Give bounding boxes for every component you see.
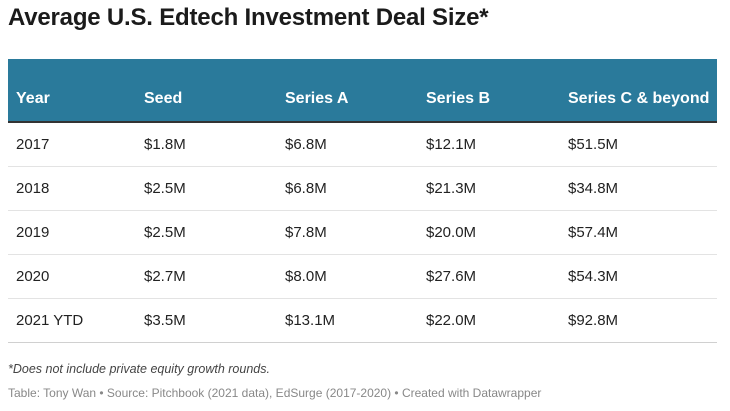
table-cell: $2.5M [144, 179, 186, 197]
table-cell: $2.7M [144, 267, 186, 285]
column-header-year: Year [16, 90, 50, 107]
table-cell: $34.8M [568, 179, 619, 197]
table-cell: 2017 [16, 135, 50, 153]
column-header-series-b: Series B [426, 90, 491, 107]
table-cell: $51.5M [568, 135, 619, 153]
table-row: 2018 $2.5M $6.8M $21.3M $34.8M [8, 166, 717, 210]
chart-title: Average U.S. Edtech Investment Deal Size… [8, 4, 489, 31]
table-cell: $6.8M [285, 179, 327, 197]
table-cell: $6.8M [285, 135, 327, 153]
table-row: 2017 $1.8M $6.8M $12.1M $51.5M [8, 122, 717, 166]
table-cell: $92.8M [568, 311, 619, 329]
table-cell: 2018 [16, 179, 50, 197]
table-cell: $54.3M [568, 267, 619, 285]
table-cell: $22.0M [426, 311, 477, 329]
table-cell: $21.3M [426, 179, 477, 197]
table-cell: 2019 [16, 223, 50, 241]
deal-size-table: Year Seed Series A Series B Series C & b… [8, 59, 717, 343]
table-cell: $57.4M [568, 223, 619, 241]
table-cell: $20.0M [426, 223, 477, 241]
table-cell: $13.1M [285, 311, 336, 329]
table-header-row: Year Seed Series A Series B Series C & b… [8, 59, 717, 122]
table-cell: $8.0M [285, 267, 327, 285]
table-cell: 2020 [16, 267, 50, 285]
column-header-series-a: Series A [285, 90, 349, 107]
column-header-seed: Seed [144, 90, 183, 107]
table-cell: $7.8M [285, 223, 327, 241]
footnote: *Does not include private equity growth … [8, 362, 270, 376]
table-cell: $3.5M [144, 311, 186, 329]
column-header-series-c: Series C & beyond [568, 90, 710, 107]
table-cell: $27.6M [426, 267, 477, 285]
table-row: 2019 $2.5M $7.8M $20.0M $57.4M [8, 210, 717, 254]
table-cell: $12.1M [426, 135, 477, 153]
table-row: 2020 $2.7M $8.0M $27.6M $54.3M [8, 254, 717, 298]
source-credit: Table: Tony Wan • Source: Pitchbook (202… [8, 386, 542, 400]
table-cell: $2.5M [144, 223, 186, 241]
table-cell: $1.8M [144, 135, 186, 153]
table-cell: 2021 YTD [16, 311, 84, 329]
table-row: 2021 YTD $3.5M $13.1M $22.0M $92.8M [8, 298, 717, 342]
